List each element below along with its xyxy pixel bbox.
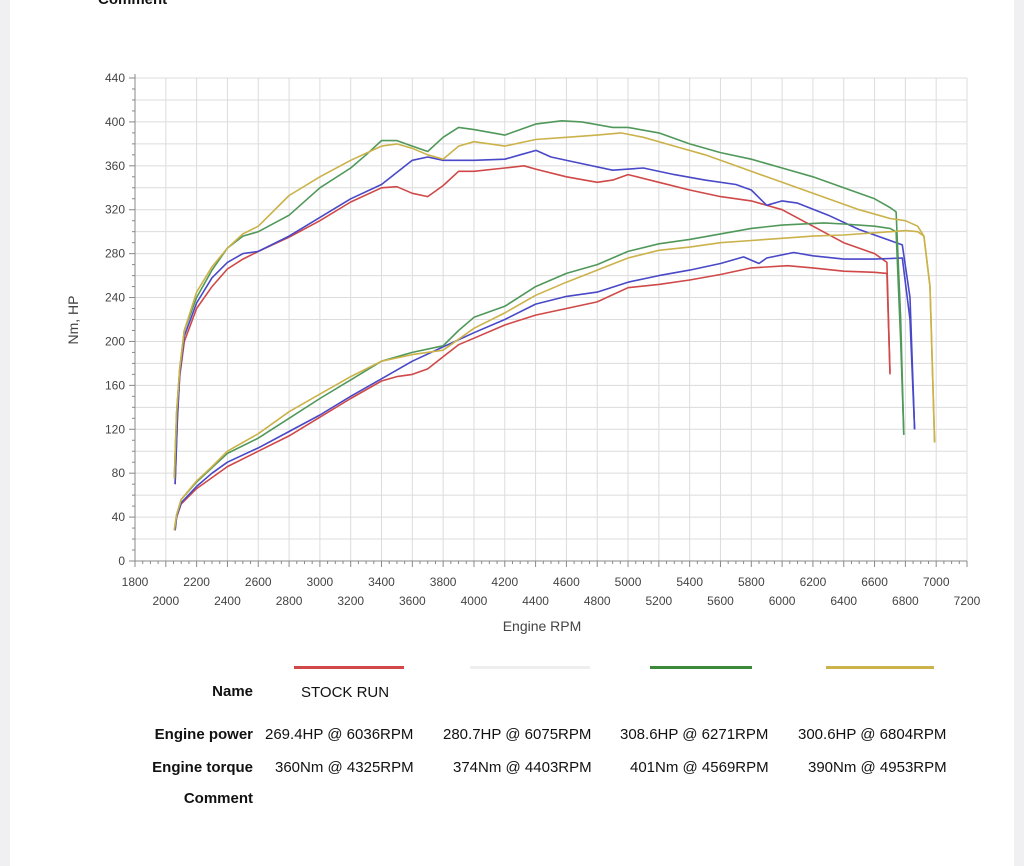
top-comment-label: Comment bbox=[98, 0, 167, 8]
x-tick-label: 2800 bbox=[276, 594, 303, 608]
y-tick-label: 200 bbox=[105, 334, 125, 348]
x-tick-label: 4000 bbox=[461, 594, 488, 608]
engine-torque-row-label: Engine torque bbox=[152, 759, 253, 776]
y-tick-label: 0 bbox=[118, 554, 125, 568]
x-tick-label: 5800 bbox=[738, 575, 765, 589]
y-tick-label: 160 bbox=[105, 378, 125, 392]
legend-swatch-run-2 bbox=[470, 666, 590, 669]
x-tick-label: 5000 bbox=[615, 575, 642, 589]
y-tick-label: 440 bbox=[105, 71, 125, 85]
redacted-run-names bbox=[450, 683, 630, 703]
series-line-power-3 bbox=[173, 222, 905, 531]
x-tick-label: 7000 bbox=[923, 575, 950, 589]
x-tick-label: 1800 bbox=[122, 575, 149, 589]
x-tick-label: 6000 bbox=[769, 594, 796, 608]
run-1-name: STOCK RUN bbox=[301, 684, 390, 701]
y-tick-label: 360 bbox=[105, 159, 125, 173]
run-1-power: 269.4HP @ 6036RPM bbox=[265, 726, 414, 743]
run-3-power: 308.6HP @ 6271RPM bbox=[620, 726, 769, 743]
legend-swatch-run-3 bbox=[650, 666, 752, 669]
y-tick-label: 80 bbox=[112, 466, 126, 480]
comment-row-label: Comment bbox=[183, 790, 253, 807]
name-row-label: Name bbox=[212, 683, 253, 700]
series-line-torque-4 bbox=[173, 132, 936, 479]
series-line-torque-1 bbox=[174, 165, 891, 485]
x-tick-label: 7200 bbox=[954, 594, 981, 608]
run-2-power: 280.7HP @ 6075RPM bbox=[443, 726, 592, 743]
run-4-power: 300.6HP @ 6804RPM bbox=[798, 726, 947, 743]
x-tick-label: 3000 bbox=[307, 575, 334, 589]
run-2-torque: 374Nm @ 4403RPM bbox=[453, 759, 592, 776]
legend-swatch-run-1 bbox=[294, 666, 404, 669]
x-tick-label: 4400 bbox=[522, 594, 549, 608]
series-layer bbox=[173, 120, 936, 531]
legend-swatch-run-4 bbox=[826, 666, 934, 669]
x-tick-label: 6600 bbox=[861, 575, 888, 589]
x-tick-label: 2600 bbox=[245, 575, 272, 589]
x-tick-label: 3400 bbox=[368, 575, 395, 589]
x-tick-label: 4200 bbox=[491, 575, 518, 589]
x-tick-label: 5400 bbox=[676, 575, 703, 589]
y-tick-label: 320 bbox=[105, 203, 125, 217]
x-tick-label: 2000 bbox=[152, 594, 179, 608]
x-axis-label: Engine RPM bbox=[503, 618, 582, 634]
series-line-power-1 bbox=[174, 264, 891, 531]
x-tick-label: 2200 bbox=[183, 575, 210, 589]
x-tick-label: 3200 bbox=[337, 594, 364, 608]
run-4-torque: 390Nm @ 4953RPM bbox=[808, 759, 947, 776]
axes: 0 40 80 120 160 200 240 280 320 360 400 440 1800 2200… bbox=[105, 71, 981, 608]
x-tick-label: 6200 bbox=[800, 575, 827, 589]
y-tick-label: 240 bbox=[105, 291, 125, 305]
y-tick-label: 40 bbox=[112, 510, 126, 524]
series-line-power-2 bbox=[174, 251, 916, 531]
grid bbox=[134, 77, 968, 562]
series-line-power-4 bbox=[173, 229, 936, 531]
dyno-sheet: Comment 0 40 80 120 160 200 240 280 320 360 400 440… bbox=[10, 0, 1014, 866]
run-1-torque: 360Nm @ 4325RPM bbox=[275, 759, 414, 776]
dyno-chart: 0 40 80 120 160 200 240 280 320 360 400 440 1800 2200… bbox=[65, 71, 981, 634]
x-tick-label: 5600 bbox=[707, 594, 734, 608]
x-tick-label: 2400 bbox=[214, 594, 241, 608]
y-tick-label: 400 bbox=[105, 115, 125, 129]
x-tick-label: 6800 bbox=[892, 594, 919, 608]
x-tick-label: 4800 bbox=[584, 594, 611, 608]
x-tick-label: 3600 bbox=[399, 594, 426, 608]
y-tick-label: 280 bbox=[105, 247, 125, 261]
series-line-torque-2 bbox=[174, 149, 916, 485]
x-tick-label: 4600 bbox=[553, 575, 580, 589]
y-axis-label: Nm, HP bbox=[65, 296, 81, 345]
run-3-torque: 401Nm @ 4569RPM bbox=[630, 759, 769, 776]
engine-power-row-label: Engine power bbox=[154, 726, 253, 743]
y-tick-label: 120 bbox=[105, 422, 125, 436]
x-tick-label: 6400 bbox=[830, 594, 857, 608]
x-tick-label: 5200 bbox=[646, 594, 673, 608]
x-tick-label: 3800 bbox=[430, 575, 457, 589]
